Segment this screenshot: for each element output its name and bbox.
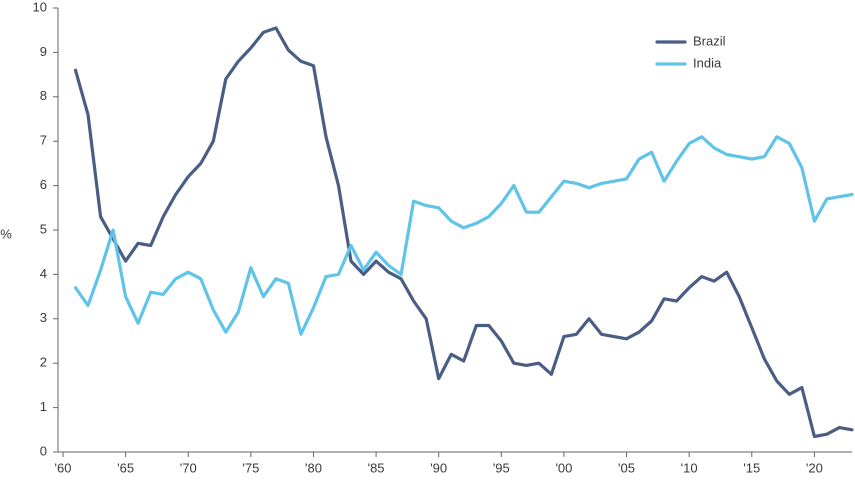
y-tick-label: 6 — [40, 177, 47, 192]
x-axis: '60 '65 '70 '75 '80 '85 '90 '95 '00 '05 '10 '15 '20 — [55, 451, 852, 475]
legend-label-brazil: Brazil — [693, 33, 726, 48]
series-line-india — [73, 135, 854, 336]
x-tick-label: '60 — [55, 460, 72, 475]
x-tick-label: '95 — [493, 460, 510, 475]
legend: Brazil India — [655, 33, 726, 70]
x-tick-label: '05 — [618, 460, 635, 475]
y-tick-label: 3 — [40, 310, 47, 325]
x-tick-label: '75 — [242, 460, 259, 475]
x-tick-label: '85 — [368, 460, 385, 475]
x-tick-label: '65 — [117, 460, 134, 475]
y-tick-label: 8 — [40, 88, 47, 103]
x-tick-label: '90 — [430, 460, 447, 475]
x-tick-label: '00 — [555, 460, 572, 475]
y-tick-label: 9 — [40, 44, 47, 59]
x-tick-label: '10 — [681, 460, 698, 475]
y-tick-label: 0 — [40, 443, 47, 458]
x-tick-label: '80 — [305, 460, 322, 475]
y-tick-label: 5 — [40, 221, 47, 236]
y-tick-label: 10 — [33, 0, 47, 14]
y-tick-label: 1 — [40, 399, 47, 414]
x-tick-label: '70 — [180, 460, 197, 475]
series-layer — [73, 26, 854, 439]
series-line-brazil — [73, 26, 854, 439]
x-tick-label: '15 — [743, 460, 760, 475]
y-tick-label: 4 — [40, 266, 47, 281]
y-axis-label: % — [0, 226, 12, 241]
y-tick-label: 2 — [40, 355, 47, 370]
legend-label-india: India — [693, 55, 722, 70]
y-tick-label: 7 — [40, 133, 47, 148]
y-axis: 0 1 2 3 4 5 6 7 8 9 10 — [33, 0, 59, 458]
x-tick-label: '20 — [806, 460, 823, 475]
